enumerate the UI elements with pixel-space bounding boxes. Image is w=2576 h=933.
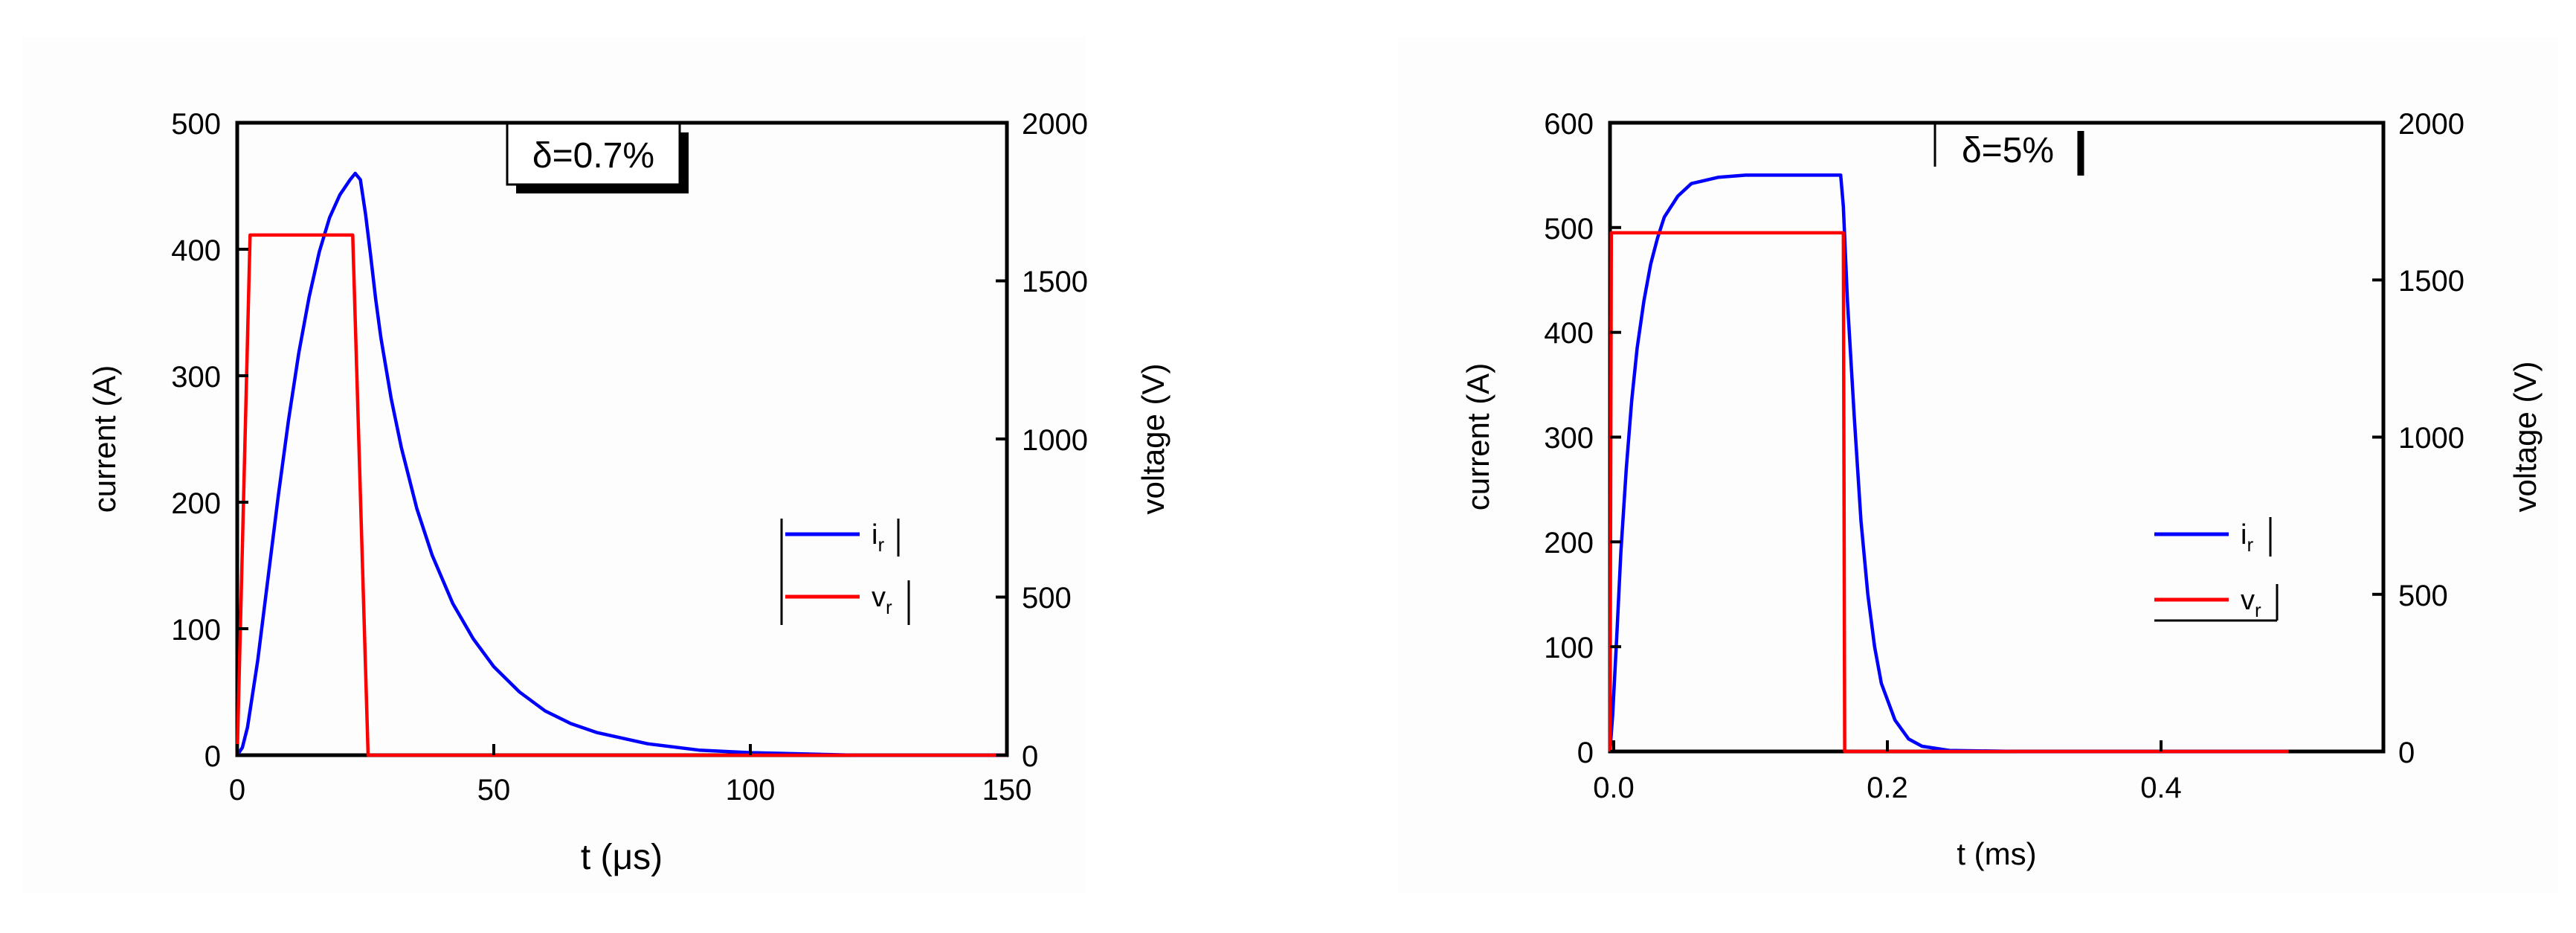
- panel-2-xtick-label: 0.2: [1867, 772, 1908, 804]
- panel-2-left-axis: 0 100 200 300 400 500 600 current (A): [1461, 108, 1621, 769]
- panel-1-annotation-text: δ=0.7%: [532, 136, 654, 176]
- panel-1-ylabel: current (A): [87, 365, 122, 513]
- panel-2-ytick-label: 0: [1577, 737, 1594, 769]
- panel-2-legend-label-v-r: vr: [2241, 585, 2261, 621]
- panel-1-legend-label-v-r: vr: [872, 582, 892, 618]
- panel-2-series-v-r: [1608, 231, 2289, 754]
- panel-2-y2tick-label: 0: [2398, 737, 2415, 769]
- panel-2-y2tick-label: 1500: [2398, 265, 2464, 298]
- panel-2-legend-label-i-r: ir: [2241, 519, 2253, 556]
- panel-2-y2tick-label: 500: [2398, 580, 2448, 612]
- panel-1-series-v-r: [235, 233, 1007, 757]
- panel-2-ytick-label: 400: [1544, 317, 1594, 350]
- panel-2-ytick-label: 200: [1544, 527, 1594, 560]
- panel-1-series-layer: [235, 171, 1007, 757]
- chart-panel-2: 0 100 200 300 400 500 600 current (A) 0 …: [1398, 37, 2558, 893]
- panel-1-ytick-label: 100: [171, 614, 221, 647]
- panel-1-xtick-label: 0: [229, 774, 245, 807]
- panel-1-xlabel: t (μs): [581, 838, 663, 877]
- panel-1-ytick-label: 200: [171, 487, 221, 520]
- panel-2-xtick-label: 0.0: [1593, 772, 1635, 804]
- panel-2-y2tick-label: 2000: [2398, 108, 2464, 141]
- panel-1-y2tick-label: 0: [1022, 740, 1038, 773]
- panel-1-ytick-label: 300: [171, 361, 221, 394]
- panel-2-y2tick-label: 1000: [2398, 422, 2464, 455]
- panel-1-ytick-label: 500: [171, 108, 221, 141]
- panel-1-left-axis: 0 100 200 300 400 500 current (A): [87, 108, 248, 773]
- panel-2-ytick-label: 500: [1544, 213, 1594, 246]
- panel-2-y2label: voltage (V): [2508, 361, 2543, 512]
- panel-2-annotation-text: δ=5%: [1962, 131, 2054, 170]
- chart-panel-1: 0 100 200 300 400 500 current (A) 0 500 …: [22, 37, 1171, 893]
- panel-1-y2tick-label: 1000: [1022, 424, 1088, 457]
- panel-1-xtick-label: 50: [477, 774, 511, 807]
- panel-1-xtick-label: 100: [726, 774, 776, 807]
- panel-1-y2tick-label: 2000: [1022, 108, 1088, 141]
- panel-1-y2tick-label: 500: [1022, 582, 1072, 615]
- panel-2-ytick-label: 600: [1544, 108, 1594, 141]
- panel-2-ylabel: current (A): [1461, 363, 1495, 510]
- panel-1-y2label: voltage (V): [1136, 363, 1171, 514]
- panel-1-xtick-label: 150: [982, 774, 1032, 807]
- panel-2-ytick-label: 100: [1544, 632, 1594, 664]
- panel-1-ytick-label: 400: [171, 234, 221, 267]
- panel-2-xtick-label: 0.4: [2140, 772, 2182, 804]
- panel-2-right-axis: 0 500 1000 1500 2000 voltage (V): [2372, 108, 2543, 769]
- panel-1-annotation-frame: [506, 122, 681, 186]
- panel-2-x-axis: 0.0 0.2 0.4 t (ms): [1593, 740, 2182, 871]
- panel-1-legend: ir vr: [780, 519, 910, 625]
- panel-2-series-i-r: [1608, 173, 2289, 754]
- panel-2-annotation-box: δ=5%: [1933, 124, 2084, 176]
- panel-1-x-axis: 0 50 100 150 t (μs): [229, 744, 1032, 877]
- panel-2-xlabel: t (ms): [1957, 836, 2036, 871]
- panel-2-ytick-label: 300: [1544, 422, 1594, 455]
- panel-2-series-layer: [1608, 173, 2289, 754]
- panel-1-ytick-label: 0: [205, 740, 221, 773]
- panel-1-legend-label-i-r: ir: [872, 519, 884, 556]
- panel-1-annotation-box: δ=0.7%: [506, 122, 689, 193]
- panel-2-legend: ir vr: [2154, 517, 2279, 622]
- panel-1-y2tick-label: 1500: [1022, 266, 1088, 298]
- panel-1-right-axis: 0 500 1000 1500 2000 voltage (V): [996, 108, 1171, 773]
- panel-1-series-i-r: [236, 171, 1007, 757]
